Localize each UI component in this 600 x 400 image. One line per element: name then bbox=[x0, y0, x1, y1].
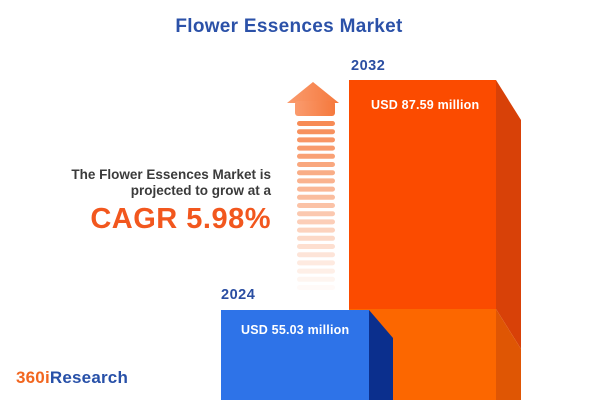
bar-2024-front bbox=[221, 310, 369, 400]
arrow-dash bbox=[297, 129, 335, 135]
growth-arrow-icon bbox=[287, 82, 339, 290]
arrow-dash bbox=[297, 162, 335, 167]
bar-2032 bbox=[349, 80, 521, 400]
growth-note-line1: The Flower Essences Market is bbox=[71, 167, 271, 182]
arrow-dash bbox=[297, 244, 335, 249]
arrow-dash bbox=[297, 211, 335, 217]
arrow-dash bbox=[297, 260, 335, 266]
arrow-dashes bbox=[297, 121, 335, 290]
brand-logo-suffix: Research bbox=[49, 368, 129, 387]
arrow-dash bbox=[297, 203, 335, 208]
bar-2032-side-upper bbox=[496, 80, 521, 349]
arrow-head-icon bbox=[287, 82, 339, 103]
arrow-neck bbox=[295, 101, 335, 116]
arrow-dash bbox=[297, 276, 335, 282]
arrow-dash bbox=[297, 178, 335, 184]
arrow-dash bbox=[297, 227, 335, 233]
year-label-2032: 2032 bbox=[351, 58, 386, 74]
arrow-dash bbox=[297, 145, 335, 151]
arrow-dash bbox=[297, 186, 335, 192]
arrow-dash bbox=[297, 268, 335, 274]
growth-note-line2: projected to grow at a bbox=[130, 183, 271, 198]
bar-value-2032: USD 87.59 million bbox=[371, 98, 480, 112]
brand-logo: 360iResearch bbox=[16, 368, 128, 388]
chart-title: Flower Essences Market bbox=[175, 16, 403, 37]
bar-2032-side-lower bbox=[496, 309, 521, 400]
arrow-dash bbox=[297, 153, 335, 159]
arrow-dash bbox=[297, 285, 335, 290]
arrow-dash bbox=[297, 252, 335, 258]
arrow-dash bbox=[297, 219, 335, 225]
arrow-dash bbox=[297, 137, 335, 143]
brand-logo-prefix: 360i bbox=[16, 368, 50, 387]
bar-2024-side bbox=[369, 310, 393, 400]
arrow-dash bbox=[297, 121, 335, 126]
growth-note: The Flower Essences Market is projected … bbox=[0, 167, 271, 234]
bar-2024 bbox=[221, 310, 393, 400]
arrow-dash bbox=[297, 170, 335, 176]
year-label-2024: 2024 bbox=[221, 287, 256, 303]
arrow-dash bbox=[297, 194, 335, 200]
cagr-value: CAGR 5.98% bbox=[90, 203, 271, 235]
bar-2032-front-upper bbox=[349, 80, 496, 309]
bar-value-2024: USD 55.03 million bbox=[241, 323, 350, 337]
arrow-dash bbox=[297, 235, 335, 241]
